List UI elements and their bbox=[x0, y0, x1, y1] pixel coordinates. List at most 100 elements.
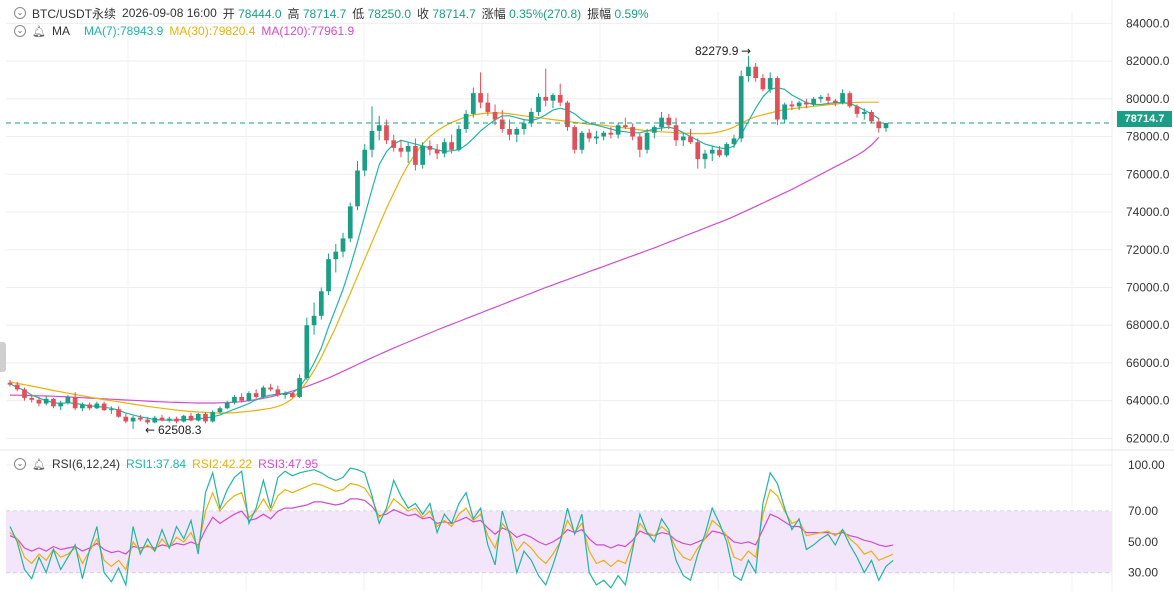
candle-down bbox=[717, 145, 722, 158]
candle-up bbox=[224, 400, 230, 410]
annotation-high: 82279.9 → bbox=[695, 44, 751, 58]
candle-body bbox=[673, 125, 679, 141]
candle-body bbox=[29, 397, 35, 400]
candle-down bbox=[492, 104, 498, 126]
candle-body bbox=[159, 417, 165, 421]
candle-down bbox=[485, 93, 491, 116]
candle-body bbox=[507, 128, 512, 135]
candle-body bbox=[861, 112, 867, 114]
candle-up bbox=[738, 70, 744, 143]
candle-down bbox=[398, 140, 404, 158]
candle-body bbox=[702, 153, 708, 160]
change-label: 涨幅 bbox=[481, 6, 506, 21]
candle-body bbox=[7, 382, 13, 385]
candle-up bbox=[217, 406, 223, 414]
candle-up bbox=[659, 112, 664, 131]
price-tick-label: 74000.0 bbox=[1126, 205, 1170, 219]
candle-body bbox=[268, 387, 273, 390]
candle-up bbox=[651, 125, 657, 139]
low-item: 低 78250.0 bbox=[352, 5, 411, 22]
candle-up bbox=[782, 102, 787, 124]
candle-body bbox=[825, 96, 831, 101]
candle-body bbox=[782, 104, 787, 120]
candle-body bbox=[586, 132, 592, 139]
change-item: 涨幅 0.35%(270.8) bbox=[482, 5, 581, 22]
candle-body bbox=[470, 93, 476, 114]
price-tick-label: 78000.0 bbox=[1126, 130, 1170, 144]
candle-body bbox=[499, 119, 505, 129]
candle-down bbox=[101, 401, 107, 412]
candle-down bbox=[188, 412, 194, 422]
candle-body bbox=[847, 93, 853, 107]
candle-up bbox=[644, 128, 650, 154]
price-tick-label: 76000.0 bbox=[1126, 167, 1170, 181]
candle-body bbox=[217, 408, 223, 413]
ma-label: MA bbox=[51, 24, 70, 38]
candle-up bbox=[550, 93, 556, 109]
price-tick-label: 80000.0 bbox=[1126, 92, 1170, 106]
candle-body bbox=[304, 325, 310, 379]
candle-body bbox=[442, 142, 447, 154]
candle-up bbox=[463, 110, 469, 133]
candle-up bbox=[601, 130, 607, 141]
rsi-legend: ⌄ 🔔︎ RSI(6,12,24) RSI1:37.84 RSI2:42.22 … bbox=[14, 456, 318, 472]
candle-down bbox=[391, 134, 397, 152]
candle-body bbox=[832, 100, 838, 103]
candle-body bbox=[413, 145, 418, 165]
candle-up bbox=[130, 415, 136, 429]
panel-collapse-handle[interactable] bbox=[0, 342, 6, 372]
candle-body bbox=[362, 149, 368, 171]
candle-down bbox=[72, 392, 78, 411]
ma30-path bbox=[9, 101, 879, 414]
candle-body bbox=[391, 140, 397, 148]
candle-up bbox=[861, 108, 867, 120]
candle-body bbox=[876, 121, 882, 129]
chevron-down-icon[interactable]: ⌄ bbox=[14, 25, 26, 37]
ma120-line bbox=[9, 136, 880, 404]
candle-up bbox=[362, 144, 368, 177]
price-tick-label: 84000.0 bbox=[1126, 16, 1170, 30]
candle-down bbox=[543, 68, 549, 107]
candle-body bbox=[557, 95, 563, 103]
change-value: 0.35%(270.8) bbox=[509, 6, 582, 21]
rsi-tick-label: 70.00 bbox=[1128, 504, 1158, 518]
candle-down bbox=[847, 91, 853, 109]
candle-body bbox=[246, 393, 252, 401]
candle-up bbox=[840, 89, 845, 105]
candle-body bbox=[289, 393, 295, 397]
candle-body bbox=[80, 404, 85, 409]
candle-down bbox=[22, 387, 27, 401]
candle-down bbox=[116, 406, 121, 418]
ma7-line bbox=[9, 86, 880, 421]
candle-down bbox=[557, 83, 563, 107]
bell-icon[interactable]: 🔔︎ bbox=[32, 458, 46, 471]
open-label: 开 bbox=[222, 6, 235, 21]
candle-body bbox=[152, 417, 158, 423]
candle-up bbox=[181, 414, 187, 423]
candle-up bbox=[232, 395, 237, 405]
candle-body bbox=[492, 112, 498, 120]
annotation-high-label: 82279.9 bbox=[695, 44, 739, 58]
candle-body bbox=[109, 409, 114, 411]
candle-body bbox=[528, 112, 534, 124]
candle-body bbox=[101, 403, 107, 411]
candle-body bbox=[311, 315, 317, 326]
candle-up bbox=[579, 130, 585, 154]
ma7-path bbox=[9, 86, 880, 421]
candle-body bbox=[738, 76, 744, 139]
bell-icon[interactable]: 🔔︎ bbox=[32, 25, 46, 38]
candle-up bbox=[297, 374, 302, 398]
candle-down bbox=[775, 76, 780, 126]
candle-body bbox=[651, 127, 657, 133]
ma30-line bbox=[9, 101, 879, 414]
candle-up bbox=[811, 96, 816, 107]
chevron-down-icon[interactable]: ⌄ bbox=[14, 458, 26, 470]
high-label: 高 bbox=[287, 6, 300, 21]
candle-up bbox=[405, 142, 411, 163]
chevron-down-icon[interactable]: ⌄ bbox=[14, 7, 26, 19]
ma120-path bbox=[9, 136, 880, 404]
ma7-value: MA(7):78943.9 bbox=[83, 24, 164, 38]
candle-down bbox=[275, 385, 281, 397]
amplitude-label: 振幅 bbox=[587, 6, 612, 21]
